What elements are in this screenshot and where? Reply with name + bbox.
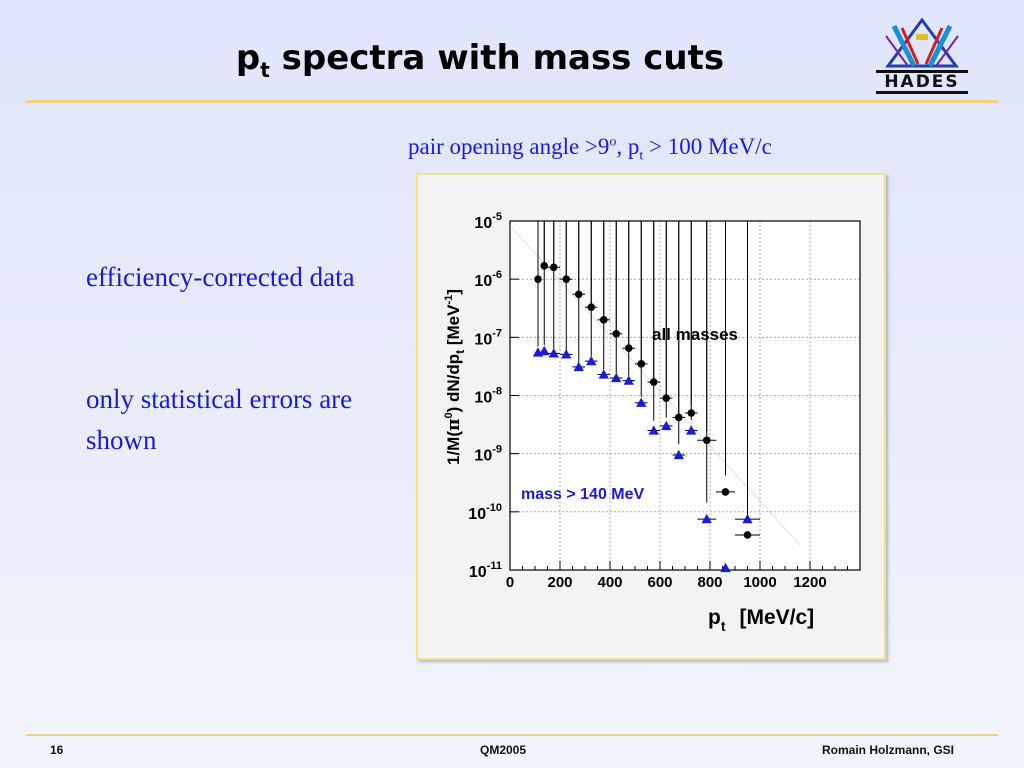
hades-logo <box>885 17 959 68</box>
data-point-mass-cut <box>586 355 597 366</box>
data-point-mass-cut <box>623 375 634 385</box>
y-tick-label: 10-9 <box>474 444 502 465</box>
y-tick-label: 10-8 <box>474 386 502 407</box>
x-tick-label: 200 <box>547 574 572 591</box>
data-point-mass-cut <box>661 420 672 431</box>
bullet-text-errors: only statistical errors are shown <box>86 384 353 455</box>
annotation-mass-cut: mass > 140 MeV <box>521 486 645 503</box>
data-point-mass-cut <box>611 372 622 383</box>
x-tick-label: 600 <box>647 574 672 591</box>
y-axis-label: 1/M(π0) dN/dpt [MeV-1] <box>443 289 467 465</box>
data-point-mass-cut <box>636 397 647 407</box>
logo-text: HADES <box>876 70 968 94</box>
bullet-text-efficiency: efficiency-corrected data <box>86 262 355 292</box>
x-tick-label: 400 <box>597 574 622 591</box>
footer-rule <box>26 734 998 736</box>
y-tick-label: 10-7 <box>474 327 502 348</box>
x-tick-label: 1000 <box>743 574 776 591</box>
data-point-mass-cut <box>598 369 609 379</box>
data-point-mass-cut <box>701 513 712 524</box>
x-tick-label: 1200 <box>793 574 826 591</box>
annotation-all-masses: all masses <box>652 325 738 344</box>
data-point-mass-cut <box>573 361 584 372</box>
y-tick-label: 10-11 <box>469 560 502 581</box>
x-axis-label: pt [MeV/c] <box>708 606 814 634</box>
footer-page-number: 16 <box>50 743 64 757</box>
x-tick-label: 800 <box>697 574 722 591</box>
y-tick-label: 10-6 <box>474 269 502 290</box>
data-point-all-masses <box>721 488 730 496</box>
data-point-mass-cut <box>648 425 659 435</box>
x-tick-label: 0 <box>506 574 514 591</box>
data-point-mass-cut <box>686 425 697 435</box>
hades-logo-graphic <box>885 17 959 68</box>
y-tick-label: 10-10 <box>468 502 502 523</box>
data-point-mass-cut <box>561 349 572 359</box>
data-point-mass-cut <box>673 449 684 460</box>
slide-title: pt spectra with mass cuts <box>235 38 725 82</box>
ticks: 0 200 400 600 800 1000 1200 10-5 10-6 10-7 10-8 10-… <box>468 211 848 591</box>
data-point-mass-cut <box>720 562 731 573</box>
footer-conference: QM2005 <box>480 743 527 757</box>
footer-author: Romain Holzmann, GSI <box>822 743 955 757</box>
chart-subtitle: pair opening angle >9o, pt > 100 MeV/c <box>408 134 772 164</box>
data-point-mass-cut <box>539 345 550 356</box>
data-point-mass-cut <box>742 513 753 524</box>
header-rule <box>26 100 998 103</box>
data-point-mass-cut <box>548 348 559 358</box>
series <box>532 221 760 573</box>
y-tick-label: 10-5 <box>474 211 502 232</box>
data-point-all-masses <box>743 531 752 539</box>
diagonal-decoration <box>511 227 801 546</box>
